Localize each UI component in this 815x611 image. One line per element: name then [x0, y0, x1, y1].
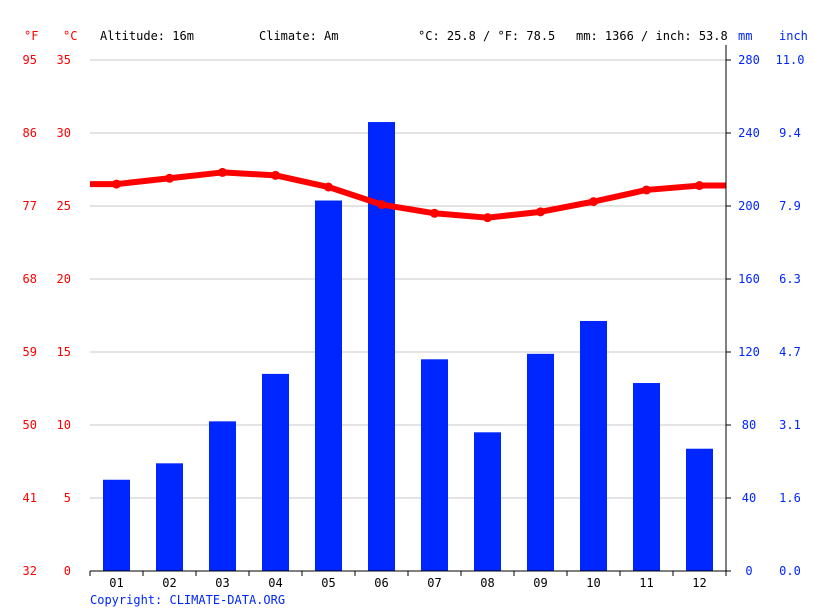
- temperature-point: [483, 213, 492, 223]
- average-temp-label: °C: 25.8 / °F: 78.5: [418, 29, 555, 43]
- precipitation-bar: [103, 479, 130, 571]
- tick-label-f: 77: [23, 199, 37, 213]
- x-tick-label: 01: [109, 576, 123, 590]
- altitude-label: Altitude: 16m: [100, 29, 194, 43]
- tick-label-c: 15: [57, 345, 71, 359]
- tick-label-mm: 200: [738, 199, 760, 213]
- precipitation-bar: [686, 448, 713, 571]
- precipitation-bars: [103, 122, 713, 572]
- tick-label-f: 59: [23, 345, 37, 359]
- tick-label-mm: 160: [738, 272, 760, 286]
- tick-label-mm: 0: [745, 564, 752, 578]
- tick-label-c: 25: [57, 199, 71, 213]
- x-tick-label: 04: [268, 576, 282, 590]
- tick-label-c: 35: [57, 53, 71, 67]
- tick-label-mm: 280: [738, 53, 760, 67]
- tick-label-mm: 120: [738, 345, 760, 359]
- x-tick-label: 07: [427, 576, 441, 590]
- tick-label-c: 0: [64, 564, 71, 578]
- total-precip-label: mm: 1366 / inch: 53.8: [576, 29, 728, 43]
- x-tick-label: 12: [692, 576, 706, 590]
- precipitation-bar: [421, 359, 448, 571]
- tick-label-mm: 80: [742, 418, 756, 432]
- tick-label-inch: 4.7: [779, 345, 801, 359]
- tick-label-f: 41: [23, 491, 37, 505]
- x-tick-label: 03: [215, 576, 229, 590]
- temperature-point: [430, 208, 439, 218]
- x-tick-label: 08: [480, 576, 494, 590]
- temperature-point: [536, 207, 545, 217]
- tick-label-mm: 240: [738, 126, 760, 140]
- temperature-line: [90, 167, 726, 223]
- tick-label-inch: 9.4: [779, 126, 801, 140]
- precipitation-bar: [368, 122, 395, 572]
- tick-label-f: 95: [23, 53, 37, 67]
- temperature-point: [324, 182, 333, 192]
- temperature-point: [271, 170, 280, 180]
- unit-f-label: °F: [24, 29, 38, 43]
- tick-label-c: 30: [57, 126, 71, 140]
- x-tick-label: 09: [533, 576, 547, 590]
- tick-label-inch: 1.6: [779, 491, 801, 505]
- temperature-point: [589, 197, 598, 207]
- x-tick-label: 10: [586, 576, 600, 590]
- x-tick-label: 05: [321, 576, 335, 590]
- x-tick-label: 02: [162, 576, 176, 590]
- gridlines: [90, 59, 726, 499]
- temperature-point: [165, 173, 174, 183]
- unit-mm-label: mm: [738, 29, 752, 43]
- unit-inch-label: inch: [779, 29, 808, 43]
- tick-label-inch: 3.1: [779, 418, 801, 432]
- climate-label: Climate: Am: [259, 29, 338, 43]
- unit-c-label: °C: [63, 29, 77, 43]
- tick-label-f: 50: [23, 418, 37, 432]
- precipitation-bar: [633, 383, 660, 571]
- x-tick-label: 11: [639, 576, 653, 590]
- precipitation-bar: [156, 463, 183, 571]
- tick-label-c: 10: [57, 418, 71, 432]
- tick-label-inch: 11.0: [776, 53, 805, 67]
- temperature-point: [218, 167, 227, 177]
- precipitation-bar: [209, 421, 236, 571]
- temperature-line-path: [90, 169, 726, 221]
- tick-label-mm: 40: [742, 491, 756, 505]
- tick-label-c: 5: [64, 491, 71, 505]
- precipitation-bar: [474, 432, 501, 571]
- tick-label-inch: 0.0: [779, 564, 801, 578]
- tick-labels: 32 0 0 0.0 41 5 40 1.6 50 10 80 3.1 59 15 120 4.7 68 20 16…: [23, 53, 805, 590]
- tick-label-inch: 6.3: [779, 272, 801, 286]
- copyright-link[interactable]: Copyright: CLIMATE-DATA.ORG: [90, 593, 285, 607]
- precipitation-bar: [580, 320, 607, 571]
- precipitation-bar: [527, 353, 554, 571]
- tick-label-f: 32: [23, 564, 37, 578]
- precipitation-bar: [262, 373, 289, 571]
- tick-label-f: 68: [23, 272, 37, 286]
- tick-label-inch: 7.9: [779, 199, 801, 213]
- tick-label-f: 86: [23, 126, 37, 140]
- temperature-point: [377, 200, 386, 210]
- axes: [89, 45, 731, 576]
- tick-label-c: 20: [57, 272, 71, 286]
- precipitation-bar: [315, 200, 342, 571]
- x-tick-label: 06: [374, 576, 388, 590]
- temperature-point: [642, 185, 651, 195]
- temperature-point: [695, 181, 704, 191]
- temperature-point: [112, 179, 121, 189]
